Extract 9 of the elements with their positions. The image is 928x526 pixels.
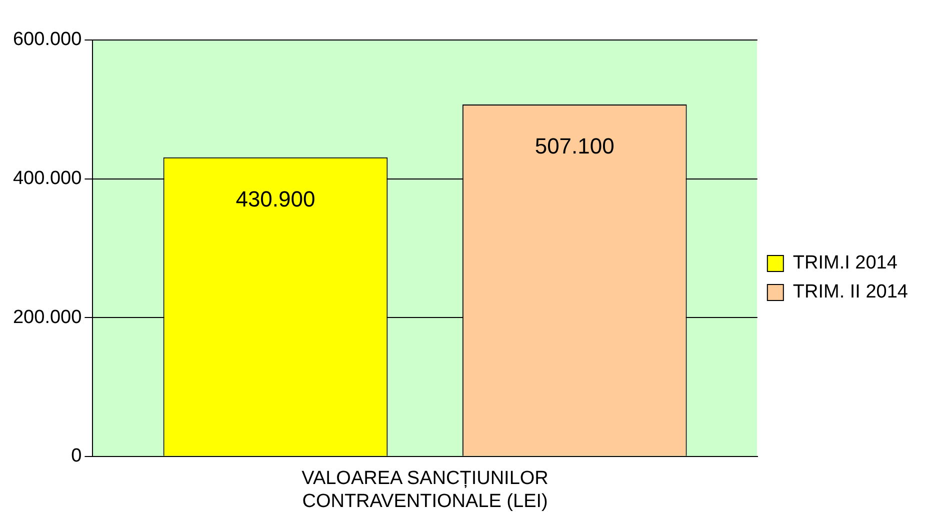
- y-tick-label: 200.000: [12, 306, 82, 328]
- y-tick-label: 600.000: [12, 29, 82, 50]
- text: 507.100: [534, 134, 614, 159]
- x-tick-label: VALOAREA SANCȚIUNILOR CONTRAVENTIONALE (LEI): [302, 468, 548, 512]
- y-tick-label: 0: [71, 446, 82, 467]
- y-tick-label: 400.000: [12, 168, 82, 190]
- legend-label: TRIM.I 2014: [792, 252, 898, 274]
- legend-label: TRIM. II 2014: [792, 282, 908, 303]
- text: 430.900: [236, 186, 316, 212]
